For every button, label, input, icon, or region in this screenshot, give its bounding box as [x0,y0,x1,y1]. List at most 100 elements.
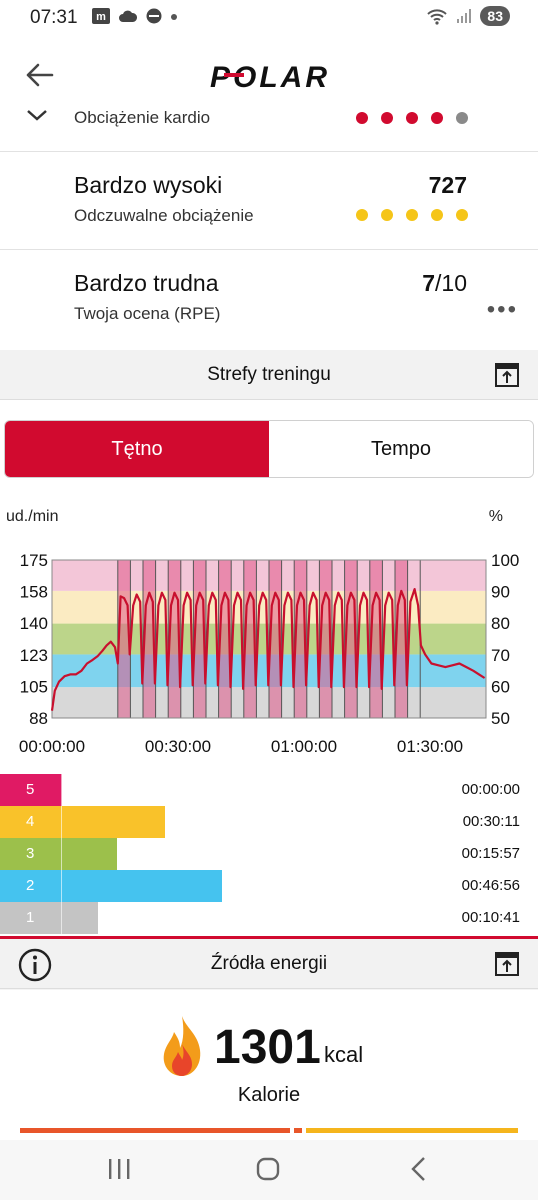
heart-rate-chart: 175 158 140 123 105 88 100 90 80 70 60 50 00:00:00 00… [19,551,519,756]
energy-panel: 1301 kcal Kalorie [0,990,538,1140]
circle-app-icon [146,8,162,24]
home-icon[interactable] [253,1154,283,1184]
wifi-icon [427,9,448,25]
zones-section-title: Strefy treningu [207,364,331,385]
export-icon[interactable] [494,362,520,388]
more-horizontal-icon[interactable]: ••• [486,296,518,323]
y-tick-right: 70 [491,646,510,665]
zone-row-4: 4 00:30:11 [0,806,538,838]
y-tick-right: 80 [491,614,510,633]
zone-fill-5 [0,774,62,806]
cloud-icon [119,10,138,22]
rpe-score: 7 [422,270,436,296]
energy-section-header: Źródła energii [0,939,538,989]
y-tick-right: 60 [491,677,510,696]
zone-fill-4 [0,806,166,838]
info-icon[interactable] [18,948,52,982]
zone-separator [61,902,62,934]
zone-fill-3 [0,838,117,870]
chart-unit-left: ud./min [6,508,59,525]
x-tick: 00:30:00 [145,737,211,756]
battery-indicator: 83 [480,6,510,26]
zone-time: 00:46:56 [461,877,520,894]
system-nav-bar [0,1140,538,1200]
status-icons-left: m [92,8,178,24]
polar-logo: POLAR [210,61,330,94]
y-tick-left: 105 [20,677,48,696]
cardio-load-dot [381,112,393,124]
y-tick-right: 90 [491,583,510,602]
energy-bar-carbs [20,1128,290,1133]
zone-time: 00:10:41 [461,909,520,926]
zone-number: 2 [26,877,35,894]
tab-pace[interactable]: Tempo [269,421,533,477]
perceived-load-dot [406,209,418,221]
zone-number: 4 [26,813,35,830]
cardio-load-dot [431,112,443,124]
zones-tabs: Tętno Tempo [4,420,534,478]
dot-icon [171,14,177,20]
perceived-load-dot [381,209,393,221]
perceived-load-dot [456,209,468,221]
perceived-load-row[interactable]: Bardzo wysoki Odczuwalne obciążenie 727 [0,152,538,250]
rpe-row[interactable]: Bardzo trudna Twoja ocena (RPE) 7/10 ••• [0,250,538,348]
zone-fill-2 [0,870,222,902]
tab-heart-rate[interactable]: Tętno [5,421,269,477]
zone-row-1: 1 00:10:41 [0,902,538,934]
status-time: 07:31 [30,7,78,28]
m-app-icon: m [92,8,110,24]
zone-time: 00:00:00 [461,781,520,798]
perceived-load-subtitle: Odczuwalne obciążenie [74,206,254,225]
y-tick-left: 88 [29,709,48,728]
y-tick-left: 140 [20,614,48,633]
zones-panel: Tętno Tempo ud./min % 175 158 140 123 105 88 1… [0,400,538,938]
cardio-load-row[interactable]: Obciążenie kardio [0,100,538,152]
zone-separator [61,838,62,870]
y-tick-left: 175 [20,551,48,570]
zone-time: 00:15:57 [461,845,520,862]
export-icon[interactable] [494,951,520,977]
perceived-load-value: 727 [428,172,467,198]
y-tick-right: 50 [491,709,510,728]
calories-value: 1301 [214,1021,321,1074]
zone-number: 3 [26,845,35,862]
rpe-subtitle: Twoja ocena (RPE) [74,304,221,323]
zone-row-2: 2 00:46:56 [0,870,538,902]
y-tick-right: 100 [491,551,519,570]
chevron-down-icon[interactable] [26,108,48,122]
recent-apps-icon[interactable] [104,1154,134,1184]
zones-section-header: Strefy treningu [0,350,538,400]
y-tick-left: 123 [20,646,48,665]
status-bar: 07:31 m 83 [0,0,538,36]
cardio-load-label: Obciążenie kardio [74,108,211,127]
energy-section-title: Źródła energii [210,953,328,974]
calories-unit: kcal [324,1042,364,1067]
rpe-title: Bardzo trudna [74,270,219,296]
zone-fill-1 [0,902,99,934]
svg-text:POLAR: POLAR [210,61,330,94]
x-tick: 01:00:00 [271,737,337,756]
perceived-load-dots [356,209,468,221]
back-icon[interactable] [404,1154,434,1184]
zone-number: 5 [26,781,35,798]
calories-label: Kalorie [237,1084,301,1106]
rpe-denominator: /10 [435,270,467,296]
zone-row-5: 5 00:00:00 [0,774,538,806]
arrow-left-icon[interactable] [24,62,54,88]
status-icons-right: 83 [426,6,510,26]
flame-icon [163,1016,201,1076]
section-divider [0,936,538,939]
cardio-load-dot [456,112,468,124]
x-tick: 00:00:00 [19,737,85,756]
plot-border [51,559,487,719]
cardio-load-dots [356,112,468,124]
perceived-load-title: Bardzo wysoki [74,172,223,198]
svg-text:m: m [96,11,106,23]
cardio-load-dot [356,112,368,124]
summary-panel: Obciążenie kardio Bardzo wysoki Odczuwal… [0,100,538,350]
zone-row-3: 3 00:15:57 [0,838,538,870]
heart-rate-line [50,588,486,711]
y-tick-left: 158 [20,583,48,602]
zone-time: 00:30:11 [462,813,520,830]
perceived-load-dot [356,209,368,221]
